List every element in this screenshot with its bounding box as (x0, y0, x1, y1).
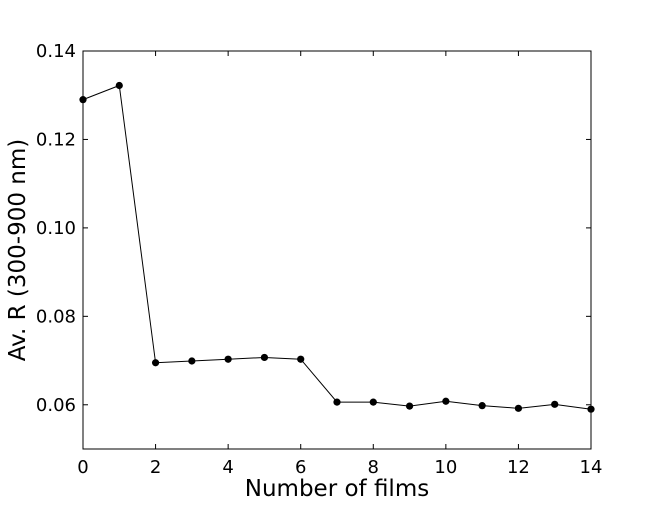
y-tick-label: 0.14 (36, 41, 76, 62)
data-point (297, 356, 304, 363)
x-tick-label: 0 (77, 457, 88, 478)
x-tick-label: 4 (222, 457, 233, 478)
y-tick-label: 0.06 (36, 395, 76, 416)
y-axis-label: Av. R (300-900 nm) (5, 139, 31, 361)
data-point (152, 359, 159, 366)
data-point (261, 354, 268, 361)
x-axis-label: Number of films (245, 476, 429, 502)
x-tick-label: 12 (507, 457, 530, 478)
data-point (116, 82, 123, 89)
y-tick-label: 0.08 (36, 306, 76, 327)
data-point (188, 357, 195, 364)
y-tick-label: 0.10 (36, 218, 76, 239)
x-tick-label: 8 (368, 457, 379, 478)
data-point (225, 356, 232, 363)
plot-content (79, 82, 594, 413)
x-tick-label: 6 (295, 457, 306, 478)
data-point (479, 402, 486, 409)
data-point (442, 398, 449, 405)
series-line (83, 85, 591, 409)
y-tick-label: 0.12 (36, 129, 76, 150)
x-tick-label: 10 (434, 457, 457, 478)
axis-ticks (83, 51, 591, 449)
data-point (333, 399, 340, 406)
x-tick-label: 14 (580, 457, 603, 478)
data-point (406, 403, 413, 410)
tick-labels: 0 2 4 6 8 10 12 14 0.06 0.08 0.10 0.12 0.14 (36, 41, 603, 478)
plot-frame (83, 51, 591, 449)
x-tick-label: 2 (150, 457, 161, 478)
data-point (515, 405, 522, 412)
data-point (551, 401, 558, 408)
data-point (370, 399, 377, 406)
